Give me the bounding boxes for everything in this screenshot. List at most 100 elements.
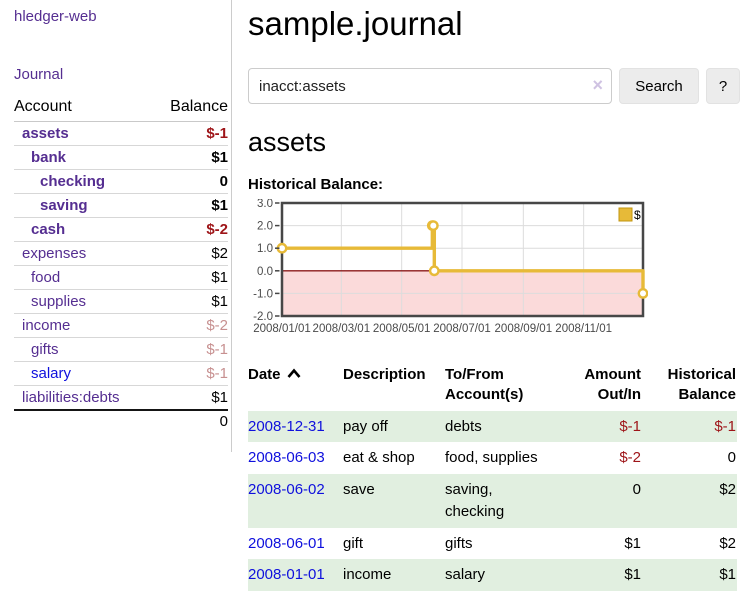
account-link-liabilities-debts[interactable]: liabilities:debts [22, 389, 120, 406]
x-tick-label: 2008/09/01 [495, 323, 553, 335]
accounts-header-row: Account Balance [14, 96, 228, 122]
transaction-description: gift [343, 534, 364, 552]
register-thead: Date Description To/From Account(s) Amount Ou… [248, 363, 737, 411]
account-balance: $-2 [152, 217, 228, 242]
sidebar: hledger-web Journal Account Balance asse… [0, 0, 232, 452]
transaction-description: save [343, 481, 375, 498]
transaction-accounts: saving, checking [445, 481, 505, 520]
account-link-gifts[interactable]: gifts [31, 341, 59, 358]
y-tick-label: 0.0 [257, 266, 273, 278]
legend-swatch [618, 207, 633, 222]
search-button[interactable]: Search [619, 68, 699, 104]
transaction-date-link[interactable]: 2008-12-31 [248, 417, 325, 435]
account-row: checking 0 [14, 169, 228, 194]
account-balance: $-2 [152, 313, 228, 338]
account-link-supplies[interactable]: supplies [31, 293, 87, 310]
account-link-cash[interactable]: cash [31, 221, 66, 238]
transaction-balance: 0 [727, 449, 736, 467]
legend-label: $ [634, 208, 641, 222]
y-tick-label: -2.0 [253, 311, 273, 323]
account-name-cell: saving [14, 193, 153, 218]
account-balance: $-1 [152, 121, 228, 146]
register-header-row: Date Description To/From Account(s) Amount Ou… [248, 363, 737, 411]
y-tick-label: 3.0 [257, 199, 273, 210]
sort-ascending-icon[interactable] [287, 368, 301, 379]
transaction-date-cell: 2008-06-01 [248, 528, 343, 560]
register-header-amount: Amount Out/In [584, 366, 641, 404]
accounts-total-row: 0 [14, 409, 228, 434]
y-tick-label: 1.0 [257, 243, 273, 255]
account-balance: 0 [152, 169, 228, 194]
register-header-description: Description [343, 366, 426, 383]
accounts-table: Account Balance assets $-1 bank $1 checking 0… [14, 96, 228, 434]
transaction-accounts: debts [445, 417, 482, 435]
transaction-accounts: salary [445, 566, 486, 584]
register-table: Date Description To/From Account(s) Amount Ou… [248, 363, 737, 591]
chart-title: Historical Balance: [248, 176, 384, 193]
accounts-header-balance: Balance [152, 96, 228, 122]
x-tick-label: 2008/05/01 [373, 323, 431, 335]
account-link-income[interactable]: income [22, 317, 71, 334]
search-form: × Search ? [248, 68, 740, 104]
account-link-salary[interactable]: salary [31, 365, 72, 382]
account-name-cell: food [14, 265, 153, 290]
account-name-cell: checking [14, 169, 153, 194]
account-name-cell: cash [14, 217, 153, 242]
x-tick-label: 2008/11/01 [555, 323, 612, 335]
transaction-row: 2008-06-02 save saving, checking 0 $2 [248, 474, 737, 528]
transaction-description: eat & shop [343, 449, 415, 467]
account-link-bank[interactable]: bank [31, 149, 67, 166]
plot-border [280, 201, 645, 318]
transaction-balance: $-1 [714, 417, 736, 435]
search-input[interactable] [248, 68, 612, 104]
transaction-date-cell: 2008-06-03 [248, 442, 343, 474]
account-row: food $1 [14, 265, 228, 290]
transaction-balance: $2 [719, 481, 736, 498]
clear-search-icon[interactable]: × [592, 75, 603, 95]
account-link-checking[interactable]: checking [40, 173, 106, 190]
help-button[interactable]: ? [706, 68, 740, 104]
transaction-date-link[interactable]: 2008-06-03 [248, 449, 325, 467]
account-link-saving[interactable]: saving [40, 197, 88, 214]
account-link-assets[interactable]: assets [22, 125, 69, 142]
sidebar-item-journal[interactable]: Journal [14, 66, 64, 83]
register-header-date[interactable]: Date [248, 363, 343, 411]
transaction-amount: $-2 [619, 449, 641, 467]
transaction-row: 2008-01-01 income salary $1 $1 [248, 559, 737, 591]
account-name-cell: liabilities:debts [14, 386, 152, 411]
account-balance: $-1 [152, 337, 228, 362]
transaction-accounts: food, supplies [445, 449, 538, 467]
transaction-date-link[interactable]: 2008-01-01 [248, 566, 325, 584]
transaction-balance: $2 [719, 534, 736, 552]
data-point-marker [637, 288, 649, 299]
transaction-row: 2008-06-03 eat & shop food, supplies $-2 0 [248, 442, 737, 474]
transaction-date-link[interactable]: 2008-06-01 [248, 534, 325, 552]
account-balance: $1 [152, 265, 228, 290]
transaction-amount: 0 [632, 481, 641, 498]
transaction-amount: $-1 [619, 417, 641, 435]
account-balance: $-1 [152, 361, 228, 386]
account-balance: $1 [152, 289, 228, 314]
account-name-cell: supplies [14, 289, 153, 314]
account-row: liabilities:debts $1 [14, 386, 228, 411]
account-link-expenses[interactable]: expenses [22, 245, 87, 262]
account-row: income $-2 [14, 313, 228, 338]
transaction-description: income [343, 566, 392, 584]
account-name-cell: bank [14, 145, 153, 170]
account-name-cell: gifts [14, 337, 153, 362]
transaction-amount: $1 [624, 566, 641, 584]
account-name-cell: assets [14, 121, 153, 146]
app-title-link[interactable]: hledger-web [14, 8, 97, 25]
transaction-date-link[interactable]: 2008-06-02 [248, 481, 325, 498]
main-content: sample.journal × Search ? assets Histori… [232, 0, 742, 611]
account-row: salary $-1 [14, 361, 228, 386]
account-link-food[interactable]: food [31, 269, 61, 286]
register-tbody: 2008-12-31 pay off debts $-1 $-1 2008-06-03 ea… [248, 410, 737, 591]
transaction-date-cell: 2008-06-02 [248, 474, 343, 528]
account-row: cash $-2 [14, 217, 228, 242]
account-balance: $1 [152, 145, 228, 170]
historical-balance-chart: 3.0 2.0 1.0 0.0 -1.0 -2.0 2008/01/01 2008/03/01… [248, 198, 740, 351]
account-row: expenses $2 [14, 241, 228, 266]
account-balance: $2 [152, 241, 228, 266]
